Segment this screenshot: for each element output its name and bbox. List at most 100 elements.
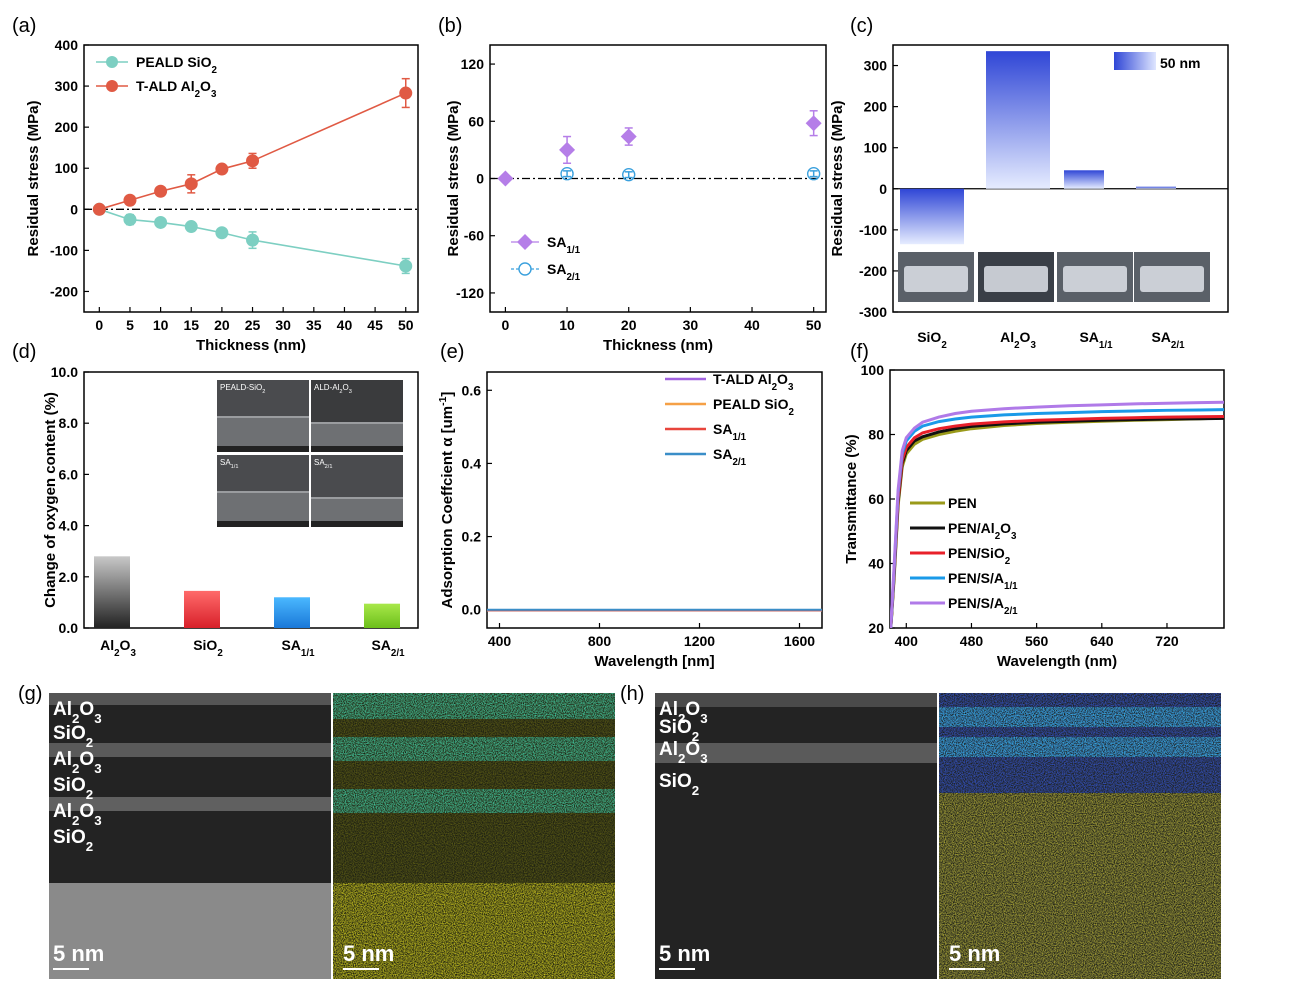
text-run: PEALD SiO	[713, 396, 789, 412]
text-run: PEALD-SiO	[220, 383, 262, 392]
sem-tile: PEALD-SiO2	[217, 380, 309, 452]
text-run: SiO	[53, 723, 86, 744]
data-point-0	[184, 220, 198, 234]
stem-layer-band	[655, 693, 937, 707]
subscript: 1/1	[1099, 340, 1113, 351]
category-label: SA1/1	[281, 637, 315, 659]
superscript: -1	[437, 396, 449, 405]
subscript: 2	[941, 340, 947, 351]
subscript: 2/1	[325, 464, 333, 470]
x-tick-label: 15	[183, 317, 199, 333]
x-tick-label: 5	[126, 317, 134, 333]
stem-layer-band	[49, 797, 331, 811]
text-run: SA	[314, 458, 325, 467]
sem-substrate	[217, 521, 309, 527]
data-point-1	[123, 193, 137, 207]
x-tick-label: 1200	[684, 633, 715, 649]
data-point-0	[399, 259, 413, 273]
y-tick-label: 6.0	[59, 466, 79, 482]
category-label: SiO2	[917, 329, 947, 351]
photo-film	[904, 266, 968, 292]
legend-entry: PEN/S/A1/1	[948, 570, 1018, 592]
series-line-4	[890, 400, 1224, 628]
legend-swatch	[1114, 52, 1156, 70]
panel-e: (e) 400 800 1200 1600 0.0 0.2 0.4 0.6 Wavelength …	[437, 341, 823, 670]
plot-frame	[83, 44, 419, 313]
sem-interface	[217, 491, 309, 493]
data-point-1	[154, 184, 168, 198]
x-axis-label: Thickness (nm)	[603, 337, 713, 354]
panel-label: (f)	[850, 341, 869, 363]
subscript: 3	[1011, 531, 1017, 542]
sem-substrate	[311, 446, 403, 452]
y-axis-label: Residual stress (MPa)	[445, 101, 462, 257]
x-tick-label: 20	[621, 317, 637, 333]
text-run: PEN	[948, 495, 977, 511]
text-run: O	[1020, 329, 1031, 345]
data-point-1	[560, 167, 574, 181]
subscript: 1/1	[231, 464, 239, 470]
data-point-1	[215, 162, 229, 176]
subscript: 2	[217, 648, 223, 659]
legend-marker	[106, 56, 118, 68]
subscript: 3	[211, 89, 217, 100]
data-point-1	[184, 177, 198, 191]
x-tick-label: 0	[95, 317, 103, 333]
layer-label: SiO2	[53, 827, 93, 854]
x-tick-label: 480	[960, 633, 984, 649]
panel-b: (b) 0 10 20 30 40 50 -120 -60 0 60 120 Thickness (nm…	[438, 15, 827, 354]
layer-label: SiO2	[53, 723, 93, 750]
text-run: PEN/SiO	[948, 545, 1005, 561]
sem-tile: SA1/1	[217, 455, 309, 527]
y-tick-label: -100	[859, 222, 887, 238]
eds-band	[333, 789, 615, 813]
sem-substrate	[311, 521, 403, 527]
text-run: SiO	[53, 775, 86, 796]
sem-label: SA2/1	[314, 458, 332, 470]
y-tick-label: 200	[55, 119, 79, 135]
panel-label: (e)	[440, 341, 464, 363]
text-run: SA	[547, 234, 566, 250]
stem-layer-band	[49, 883, 331, 979]
y-axis-label: Change of oxygen content (%)	[42, 392, 59, 608]
y-tick-label: 40	[868, 556, 884, 572]
data-point-1	[806, 167, 821, 181]
subscript: 3	[130, 648, 136, 659]
sample-photo	[898, 252, 974, 302]
subscript: 2	[788, 407, 794, 418]
bar	[364, 603, 400, 628]
data-point-1	[246, 154, 260, 168]
scale-label: 5 nm	[949, 941, 1000, 966]
text-run: SA	[713, 421, 732, 437]
series-line-1	[890, 416, 1224, 628]
text-run: O	[1000, 520, 1011, 536]
subscript: 2	[692, 783, 699, 798]
stem-layer-band	[655, 743, 937, 763]
subscript: 2	[114, 648, 120, 659]
text-run: PEALD SiO	[136, 54, 212, 70]
subscript: 2/1	[391, 648, 405, 659]
text-run: SiO	[53, 827, 86, 848]
text-run: O	[685, 699, 700, 720]
panel-d: (d) 0.0 2.0 4.0 6.0 8.0 10.0 Change of oxygen c…	[12, 341, 419, 659]
layer-label: Al2O3	[53, 749, 102, 776]
sample-photo	[1134, 252, 1210, 302]
y-axis-label: Residual stress (MPa)	[25, 101, 42, 257]
subscript: 2/1	[1171, 340, 1185, 351]
sem-top-layer	[217, 455, 309, 491]
photo-film	[984, 266, 1048, 292]
data-point-0	[123, 213, 137, 227]
sample-photo	[1057, 252, 1133, 302]
plot-frame	[486, 371, 823, 629]
x-tick-label: 10	[153, 317, 169, 333]
sem-label: PEALD-SiO2	[220, 383, 265, 395]
y-axis-label: Adsorption Coeffcient α [um-1]	[437, 392, 456, 609]
y-tick-label: 0	[476, 171, 484, 187]
x-axis-label: Wavelength [nm]	[594, 653, 714, 670]
x-tick-label: 25	[245, 317, 261, 333]
text-run: PEN/S/A	[948, 595, 1004, 611]
layer-label: SiO2	[659, 771, 699, 798]
text-run: O	[79, 749, 94, 770]
subscript: 2	[1005, 556, 1011, 567]
